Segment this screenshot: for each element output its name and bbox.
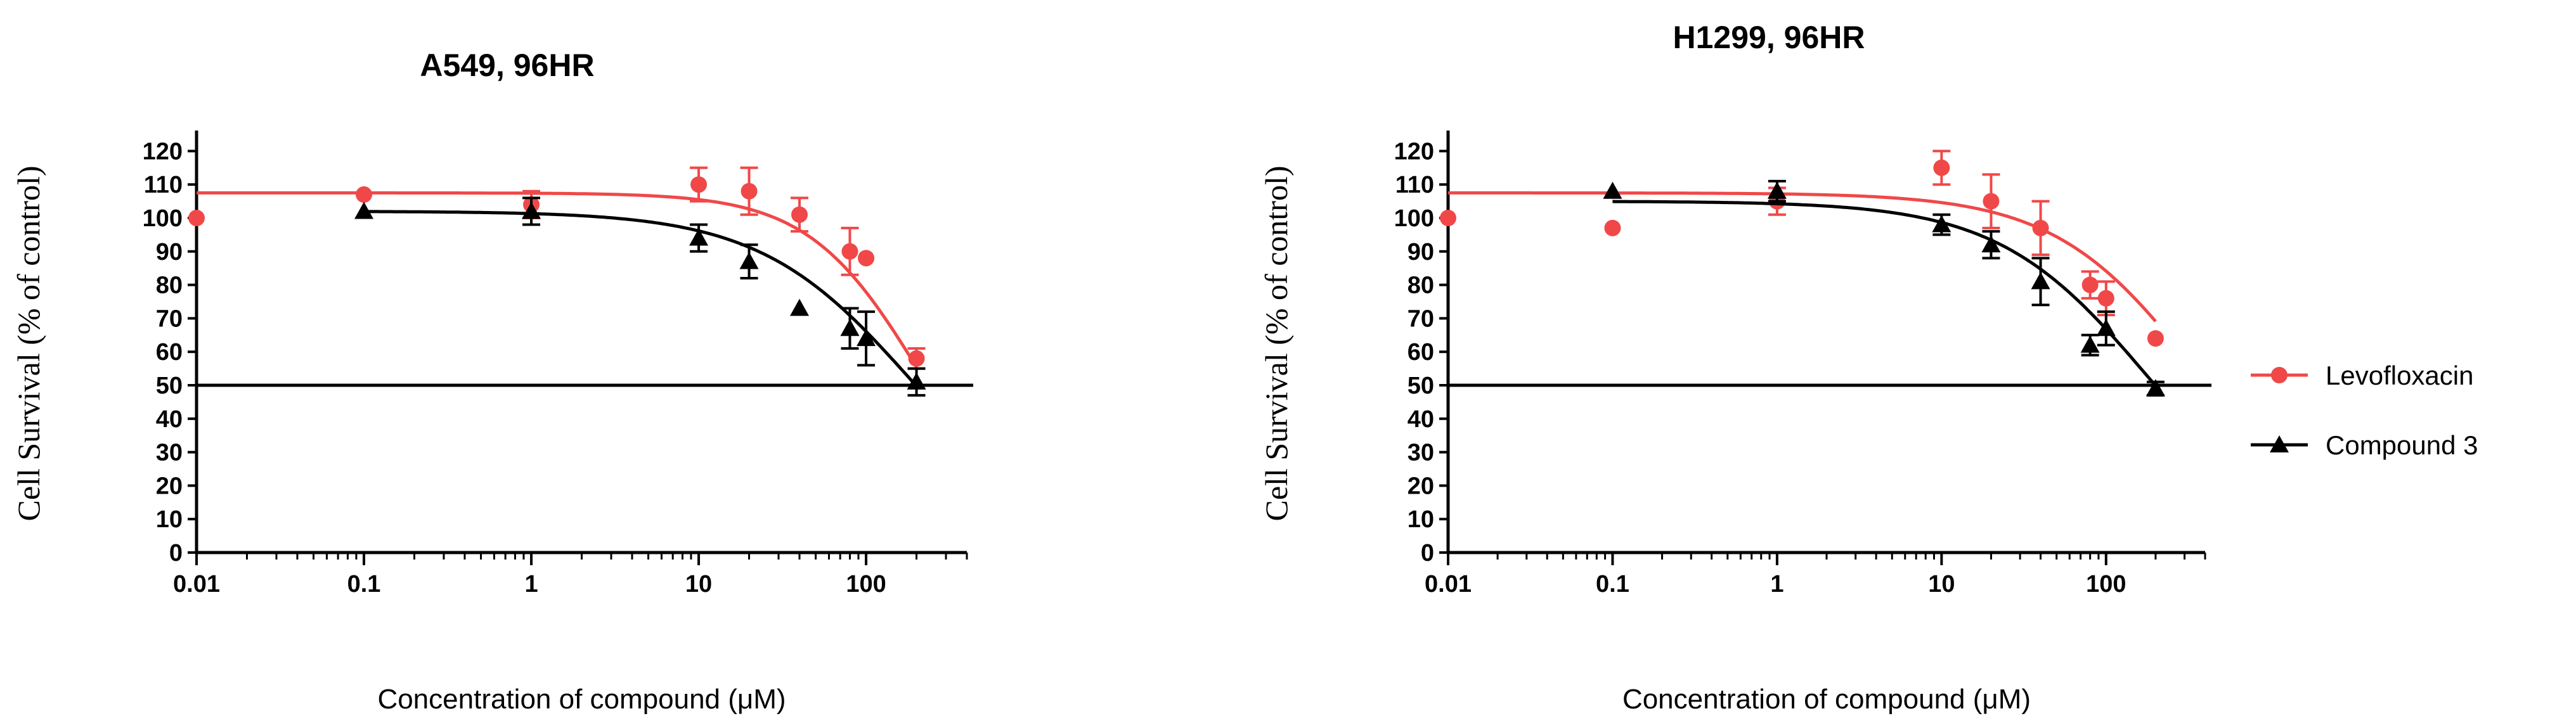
- data-point: [188, 210, 205, 226]
- x-axis-label: Concentration of compound (μM): [1622, 684, 2031, 715]
- y-tick-label: 20: [156, 473, 183, 499]
- data-point: [1933, 159, 1950, 176]
- data-point: [1603, 181, 1622, 199]
- data-point: [857, 329, 876, 347]
- x-tick-label: 1: [524, 571, 538, 598]
- data-point: [2081, 276, 2099, 293]
- y-tick-label: 10: [1408, 506, 1434, 533]
- chart-panel-h1299: H1299, 96HR01020304050607080901001101200…: [1259, 20, 2211, 715]
- data-point: [2031, 272, 2050, 290]
- legend-label: Compound 3: [2326, 430, 2478, 460]
- data-point: [791, 206, 808, 223]
- data-point: [689, 228, 709, 246]
- data-point: [522, 202, 541, 219]
- series-compound-3: [354, 196, 926, 397]
- data-point: [739, 252, 759, 269]
- data-point: [1767, 181, 1787, 199]
- data-point: [840, 319, 860, 336]
- y-tick-label: 70: [156, 305, 183, 332]
- data-point: [841, 243, 858, 260]
- data-point: [1983, 193, 2000, 210]
- fit-curve: [197, 191, 918, 368]
- y-tick-label: 100: [1394, 205, 1434, 232]
- y-tick-label: 120: [143, 138, 183, 165]
- y-tick-label: 50: [1408, 373, 1434, 399]
- y-tick-label: 20: [1408, 473, 1434, 499]
- y-tick-label: 40: [156, 406, 183, 433]
- data-point: [356, 186, 373, 203]
- data-point: [741, 182, 758, 200]
- legend: Levofloxacin Compound 3: [2251, 361, 2478, 460]
- y-tick-label: 110: [1395, 172, 1434, 198]
- y-tick-label: 90: [156, 239, 183, 266]
- legend-marker: [2270, 435, 2289, 452]
- x-axis-label: Concentration of compound (μM): [377, 684, 786, 715]
- x-tick-label: 0.01: [173, 571, 220, 598]
- y-tick-label: 30: [1408, 440, 1434, 466]
- data-point: [907, 372, 926, 390]
- data-point: [690, 176, 708, 193]
- y-tick-label: 50: [156, 373, 183, 399]
- data-point: [2080, 335, 2100, 353]
- data-point: [1604, 219, 1621, 236]
- series-levofloxacin: [188, 166, 926, 370]
- data-point: [2097, 290, 2114, 307]
- data-point: [2147, 330, 2164, 347]
- y-tick-label: 100: [143, 205, 183, 232]
- y-tick-label: 0: [169, 540, 183, 566]
- chart-title: A549, 96HR: [420, 48, 594, 83]
- data-point: [908, 350, 925, 367]
- legend-marker: [2271, 367, 2288, 383]
- x-tick-label: 10: [685, 571, 712, 598]
- x-tick-label: 10: [1928, 571, 1955, 598]
- x-tick-label: 0.01: [1425, 571, 1472, 598]
- legend-label: Levofloxacin: [2326, 361, 2473, 390]
- fit-curve: [1612, 200, 2157, 387]
- y-tick-label: 110: [144, 172, 183, 198]
- data-point: [1981, 235, 2001, 253]
- x-tick-label: 1: [1770, 571, 1783, 598]
- data-point: [2096, 319, 2116, 336]
- y-tick-label: 0: [1421, 540, 1434, 566]
- fit-curve: [364, 210, 918, 387]
- x-tick-label: 0.1: [347, 571, 381, 598]
- y-tick-label: 120: [1394, 138, 1434, 165]
- y-tick-label: 80: [156, 272, 183, 299]
- y-tick-label: 70: [1408, 305, 1434, 332]
- y-tick-label: 60: [1408, 339, 1434, 366]
- y-tick-label: 40: [1408, 406, 1434, 433]
- data-point: [2032, 219, 2049, 236]
- y-tick-label: 60: [156, 339, 183, 366]
- series-levofloxacin: [1440, 150, 2164, 347]
- chart-panel-a549: A549, 96HR01020304050607080901001101200.…: [11, 48, 973, 715]
- data-point: [1932, 215, 1951, 233]
- data-point: [789, 298, 809, 316]
- series-compound-3: [1603, 179, 2165, 397]
- data-point: [2146, 379, 2165, 397]
- data-point: [1440, 210, 1456, 226]
- y-tick-label: 80: [1408, 272, 1434, 299]
- data-point: [354, 202, 374, 219]
- y-tick-label: 10: [156, 506, 183, 533]
- x-tick-label: 100: [2086, 571, 2126, 598]
- y-tick-label: 90: [1408, 239, 1434, 266]
- data-point: [858, 250, 875, 267]
- y-axis-label: Cell Survival (% of control): [1259, 166, 1294, 521]
- y-axis-label: Cell Survival (% of control): [11, 166, 46, 521]
- x-tick-label: 100: [846, 571, 886, 598]
- y-tick-label: 30: [156, 440, 183, 466]
- chart-title: H1299, 96HR: [1673, 20, 1865, 55]
- x-tick-label: 0.1: [1596, 571, 1629, 598]
